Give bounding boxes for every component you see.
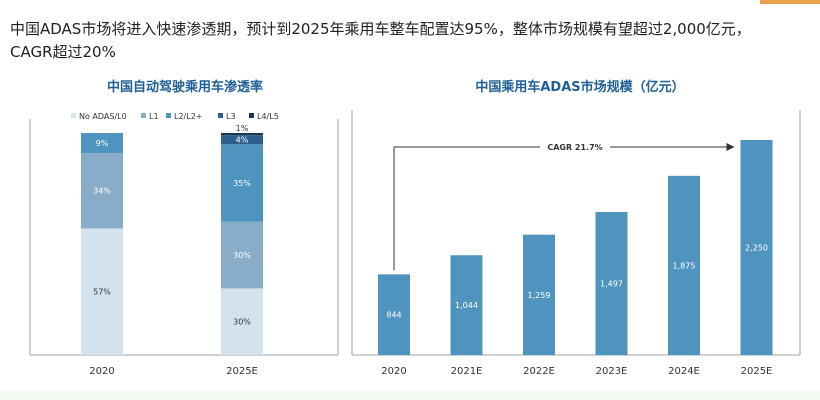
penetration-stacked-bar-chart: No ADAS/L0 L1 L2/L2+ L3 L4/L5 57% 34% 9% 2020 30%… (29, 112, 339, 377)
x-tick-label: 2020 (89, 366, 114, 377)
penetration-chart-title: 中国自动驾驶乘用车渗透率 (106, 80, 263, 95)
headline-line-2: CAGR超过20% (10, 43, 116, 61)
headline: 中国ADAS市场将进入快速渗透期，预计到2025年乘用车整车配置达95%，整体市… (10, 18, 815, 64)
brand-accent-mark (760, 0, 820, 4)
x-tick-label: 2023E (596, 366, 628, 377)
market-bar (450, 255, 483, 355)
segment-label: 1% (236, 124, 249, 133)
legend-swatch (71, 113, 76, 118)
stack-segment (81, 152, 123, 229)
legend-label: No ADAS/L0 (79, 112, 127, 121)
headline-line-1: 中国ADAS市场将进入快速渗透期，预计到2025年乘用车整车配置达95%，整体市… (10, 20, 751, 38)
x-tick-label: 2022E (523, 366, 555, 377)
market-size-chart-title: 中国乘用车ADAS市场规模（亿元） (475, 80, 685, 95)
legend-swatch (141, 113, 146, 118)
bar-value-label: 2,250 (745, 244, 768, 253)
market-bar (378, 274, 410, 355)
bar-value-label: 1,875 (673, 261, 696, 270)
stack-segment (221, 221, 263, 289)
legend-swatch (166, 113, 171, 118)
legend-swatch (249, 113, 254, 118)
footer-band (0, 390, 820, 400)
segment-label: 30% (233, 251, 251, 260)
stack-segment (81, 133, 123, 153)
segment-label: 9% (96, 139, 109, 148)
segment-label: 34% (93, 187, 111, 196)
segment-label: 30% (233, 318, 251, 327)
cagr-arrow (393, 143, 735, 271)
legend-label: L4/L5 (257, 112, 279, 121)
legend-label: L1 (149, 112, 159, 121)
market-bar (668, 175, 700, 355)
cagr-annotation: CAGR 21.7% (547, 143, 602, 152)
x-tick-label: 2025E (226, 366, 258, 377)
market-size-bar-chart: 844 2020 1,044 2021E 1,259 2022E 1,497 2023E 1,8… (351, 110, 801, 377)
market-bar (595, 211, 628, 355)
bar-value-label: 1,259 (528, 291, 551, 300)
legend-label: L2/L2+ (174, 112, 203, 121)
legend-label: L3 (226, 112, 236, 121)
segment-label: 57% (93, 288, 111, 297)
market-bar (523, 234, 555, 355)
bar-value-label: 844 (386, 311, 401, 320)
bar-value-label: 1,044 (455, 301, 478, 310)
stack-segment (221, 133, 263, 136)
x-tick-label: 2024E (668, 366, 700, 377)
cagr-label-bg (540, 140, 610, 154)
legend-swatch (218, 113, 223, 118)
segment-label: 4% (236, 136, 249, 145)
x-tick-label: 2025E (741, 366, 773, 377)
x-tick-label: 2020 (381, 366, 406, 377)
segment-label: 35% (233, 179, 251, 188)
stack-segment (221, 288, 263, 355)
bar-value-label: 1,497 (600, 279, 623, 288)
stack-segment (221, 144, 263, 222)
market-bar (740, 140, 773, 355)
stack-segment (81, 228, 123, 355)
x-tick-label: 2021E (451, 366, 483, 377)
stack-segment (221, 135, 263, 145)
